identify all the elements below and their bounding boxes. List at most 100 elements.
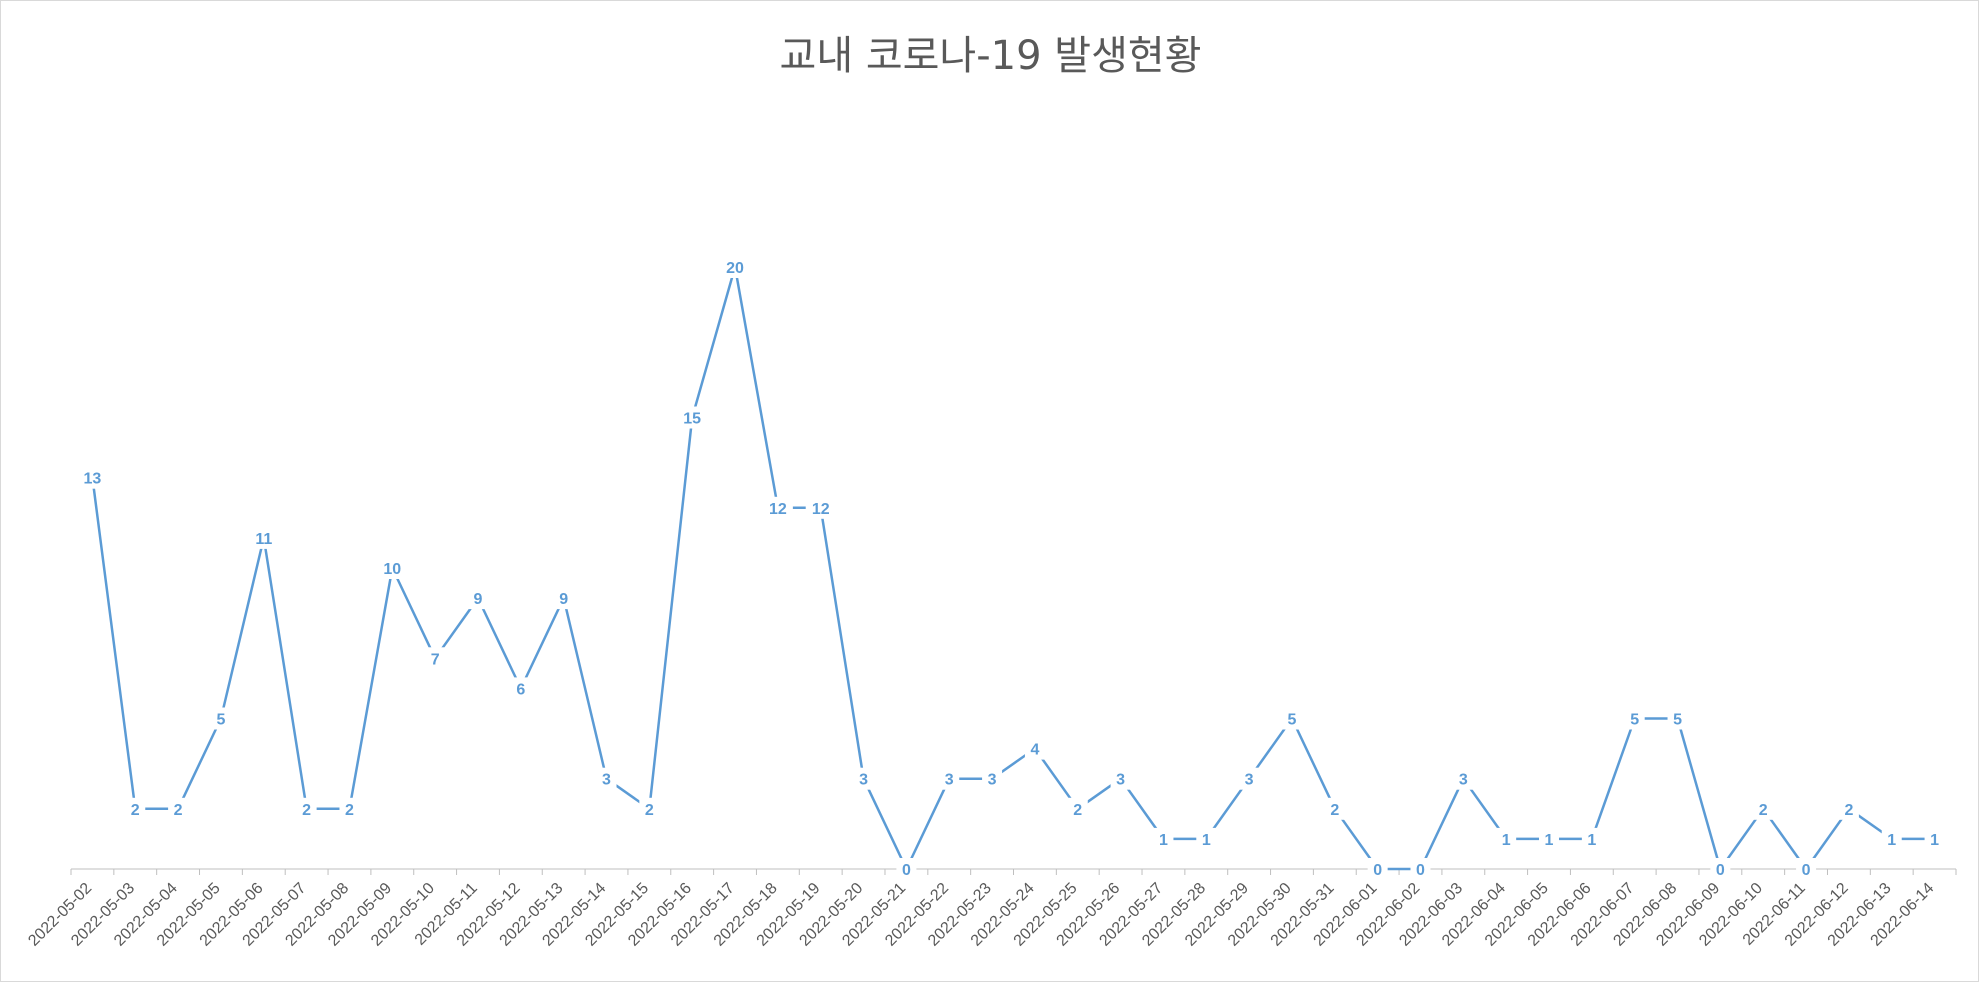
data-label: 2	[1753, 797, 1774, 820]
series-line-segment	[176, 717, 223, 811]
data-label: 1	[1881, 827, 1902, 850]
chart-title: 교내 코로나-19 발생현황	[779, 33, 1202, 79]
data-label-bg	[1496, 827, 1517, 850]
data-label-bg	[296, 797, 317, 820]
data-label-bg	[1838, 797, 1859, 820]
series-line-segment	[562, 596, 608, 780]
data-label: 2	[168, 797, 189, 820]
data-label-text: 1	[1887, 832, 1896, 849]
series-line-segment	[862, 777, 908, 871]
series-line-segment	[519, 596, 565, 690]
data-label-text: 1	[1202, 832, 1211, 849]
series-line-segment	[391, 566, 437, 660]
data-label-text: 13	[84, 471, 102, 488]
data-label-text: 1	[1502, 832, 1511, 849]
series-line-segment	[348, 566, 394, 811]
data-label-bg	[1324, 797, 1345, 820]
series-line-segment	[1590, 717, 1636, 841]
data-label: 3	[853, 767, 874, 790]
data-label-bg	[762, 496, 793, 519]
data-label-bg	[77, 466, 108, 489]
data-label-text: 5	[1288, 712, 1297, 729]
data-label-text: 3	[602, 772, 611, 789]
data-label-bg	[1710, 858, 1731, 880]
series-line-segment	[819, 506, 865, 780]
data-label-bg	[1110, 767, 1131, 790]
data-label-text: 9	[474, 591, 483, 608]
data-label-text: 6	[516, 681, 525, 698]
data-label-bg	[1239, 767, 1260, 790]
data-label: 0	[1796, 858, 1817, 880]
data-label-text: 5	[1630, 712, 1639, 729]
data-label-text: 2	[1073, 802, 1082, 819]
series-line-segment	[733, 265, 780, 510]
series-line-segment	[690, 265, 737, 419]
data-label: 0	[1710, 858, 1731, 880]
data-label: 2	[339, 797, 360, 820]
series-line-segment	[1676, 717, 1722, 871]
data-label: 6	[510, 677, 531, 700]
data-label-text: 20	[726, 260, 744, 277]
data-label-text: 3	[988, 772, 997, 789]
data-label-bg	[1281, 707, 1302, 730]
series-line-segment	[219, 536, 266, 720]
data-label: 1	[1153, 827, 1174, 850]
data-label: 3	[596, 767, 617, 790]
data-label-text: 2	[1844, 802, 1853, 819]
data-label-bg	[1067, 797, 1088, 820]
data-label: 3	[939, 767, 960, 790]
data-label: 2	[1067, 797, 1088, 820]
series-line-segment	[648, 416, 694, 811]
data-label: 9	[553, 587, 574, 610]
data-label-text: 0	[1416, 862, 1425, 879]
data-label: 12	[762, 496, 793, 519]
data-label: 3	[982, 767, 1003, 790]
data-label-bg	[377, 557, 408, 579]
series-line-segment	[91, 476, 137, 811]
data-label: 20	[720, 256, 751, 278]
data-label-bg	[720, 256, 751, 278]
data-label-bg	[853, 767, 874, 790]
data-label-bg	[1153, 827, 1174, 850]
data-label-bg	[125, 797, 146, 820]
data-label-text: 7	[431, 651, 440, 668]
data-label-text: 2	[645, 802, 654, 819]
data-label-bg	[553, 587, 574, 610]
data-label-text: 3	[1245, 772, 1254, 789]
data-label-bg	[339, 797, 360, 820]
data-label: 1	[1539, 827, 1560, 850]
data-label: 1	[1496, 827, 1517, 850]
data-label-text: 15	[683, 411, 701, 428]
data-label-bg	[425, 647, 446, 670]
data-label-bg	[1753, 797, 1774, 820]
data-label-text: 5	[1673, 712, 1682, 729]
data-label-bg	[1796, 858, 1817, 880]
data-label: 3	[1453, 767, 1474, 790]
data-label-bg	[248, 526, 279, 549]
data-label-text: 2	[302, 802, 311, 819]
data-label-bg	[1196, 827, 1217, 850]
data-label-text: 3	[1116, 772, 1125, 789]
data-label: 5	[1667, 707, 1688, 730]
data-label-text: 0	[1802, 862, 1811, 879]
data-label-bg	[510, 677, 531, 700]
data-label-bg	[168, 797, 189, 820]
data-label-text: 2	[1330, 802, 1339, 819]
data-label-bg	[1667, 707, 1688, 730]
data-label: 2	[125, 797, 146, 820]
data-label-text: 0	[1716, 862, 1725, 879]
data-label-bg	[677, 406, 708, 429]
data-label: 15	[677, 406, 708, 429]
data-label-bg	[210, 707, 231, 730]
data-label-text: 5	[216, 712, 225, 729]
data-label: 2	[1324, 797, 1345, 820]
data-label: 7	[425, 647, 446, 670]
data-label-text: 2	[174, 802, 183, 819]
data-label: 1	[1196, 827, 1217, 850]
data-label: 1	[1581, 827, 1602, 850]
data-label: 1	[1924, 827, 1945, 850]
data-label-text: 2	[345, 802, 354, 819]
data-label-text: 0	[902, 862, 911, 879]
data-label-text: 1	[1545, 832, 1554, 849]
